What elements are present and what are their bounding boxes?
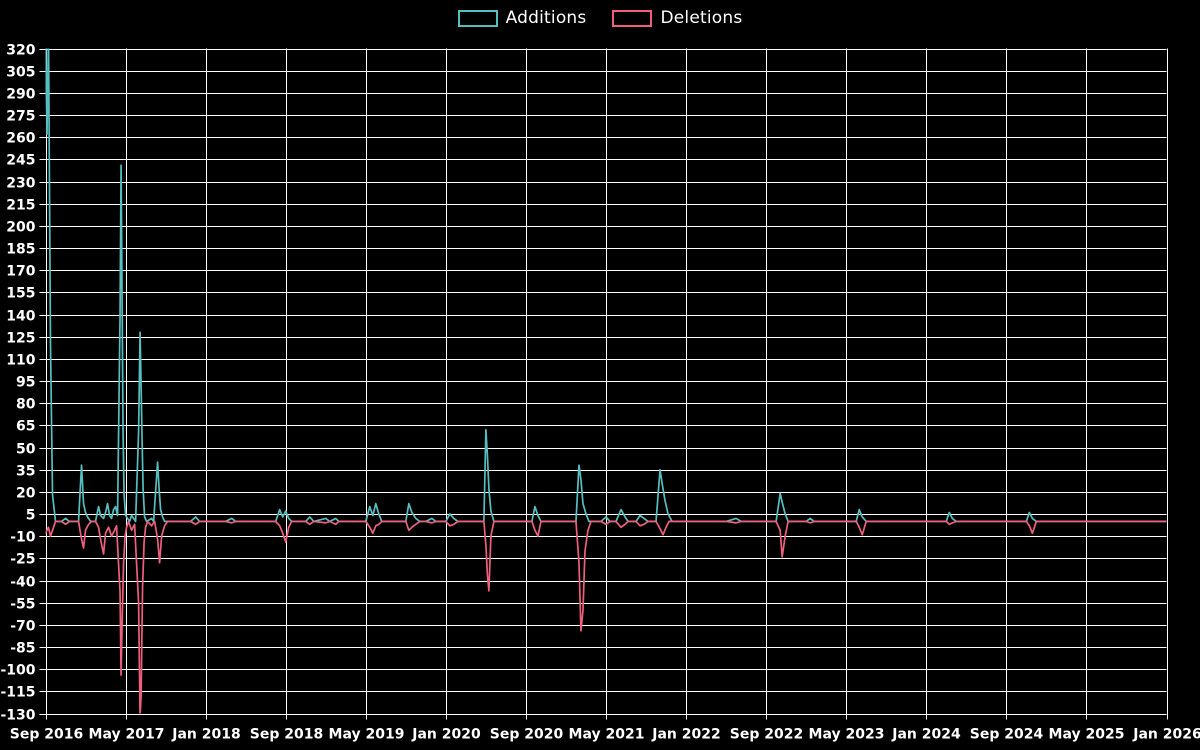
y-tick-label: 80	[16, 397, 36, 413]
y-tick-label: -40	[10, 575, 36, 591]
x-tick-label: May 2025	[1049, 727, 1125, 743]
legend-swatch-deletions	[612, 9, 653, 27]
y-tick-label: 185	[6, 242, 35, 258]
y-tick-label: 35	[16, 464, 35, 480]
x-tick-label: Sep 2020	[490, 727, 564, 743]
legend-item-deletions[interactable]: Deletions	[612, 8, 742, 28]
y-tick-label: 170	[6, 264, 35, 280]
y-tick-label: -70	[10, 619, 36, 635]
x-tick-label: Sep 2016	[10, 727, 83, 743]
legend-label-additions: Additions	[505, 8, 587, 28]
y-tick-label: 20	[16, 486, 36, 502]
y-tick-label: -115	[0, 685, 35, 701]
grid-lines	[45, 48, 1169, 716]
y-tick-label: 290	[6, 87, 35, 103]
x-tick-label: Jan 2018	[171, 727, 240, 743]
x-tick-label: Jan 2022	[651, 727, 720, 743]
y-tick-label: 245	[6, 153, 35, 169]
x-tick-label: May 2019	[329, 727, 405, 743]
chart-legend: Additions Deletions	[0, 0, 1200, 36]
legend-item-additions[interactable]: Additions	[457, 8, 587, 28]
y-tick-label: 200	[6, 220, 35, 236]
y-axis-labels: 320 305 290 275 260 245 230 215 200 185 170 155 140 1…	[0, 43, 35, 724]
x-tick-label: Sep 2022	[730, 727, 803, 743]
tick-marks	[39, 48, 1169, 720]
y-tick-label: -25	[10, 552, 35, 568]
y-tick-label: 5	[26, 508, 36, 524]
y-tick-label: 275	[6, 109, 35, 125]
y-tick-label: 140	[6, 309, 35, 325]
x-tick-label: Jan 2026	[1132, 727, 1200, 743]
series-line-additions	[45, 48, 1167, 523]
legend-swatch-additions	[457, 9, 498, 27]
x-tick-label: Jan 2020	[411, 727, 481, 743]
y-tick-label: 215	[6, 198, 35, 214]
x-tick-label: May 2023	[809, 727, 885, 743]
y-tick-label: 320	[6, 43, 35, 59]
y-tick-label: 125	[6, 331, 35, 347]
y-tick-label: -130	[0, 708, 35, 724]
y-tick-label: -55	[10, 597, 35, 613]
x-tick-label: Jan 2024	[891, 727, 961, 743]
legend-label-deletions: Deletions	[660, 8, 743, 28]
series-lines	[45, 48, 1167, 714]
x-tick-label: Sep 2018	[250, 727, 323, 743]
x-tick-label: May 2021	[569, 727, 645, 743]
y-tick-label: 305	[6, 65, 35, 81]
y-tick-label: 260	[6, 131, 35, 147]
x-tick-label: May 2017	[89, 727, 165, 743]
y-tick-label: -100	[0, 663, 35, 679]
y-tick-label: 110	[6, 353, 35, 369]
series-line-deletions	[45, 520, 1167, 714]
y-tick-label: 155	[6, 286, 35, 302]
x-axis-labels: Sep 2016 May 2017 Jan 2018 Sep 2018 May 2019…	[10, 727, 1200, 743]
x-tick-label: Sep 2024	[970, 727, 1044, 743]
y-tick-label: -10	[10, 530, 36, 546]
y-tick-label: 230	[6, 176, 35, 192]
y-tick-label: 50	[16, 442, 36, 458]
y-tick-label: 95	[16, 375, 35, 391]
y-tick-label: 65	[16, 419, 35, 435]
y-tick-label: -85	[10, 641, 35, 657]
